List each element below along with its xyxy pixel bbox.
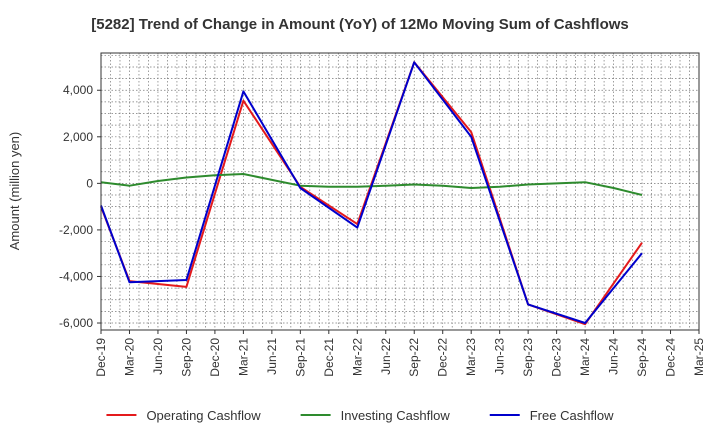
chart-title: [5282] Trend of Change in Amount (YoY) o…	[91, 16, 629, 33]
x-tick-label: Sep-22	[407, 338, 421, 377]
x-tick-label: Mar-24	[578, 338, 592, 376]
y-tick-label: -4,000	[59, 269, 93, 283]
axis-ticks: -6,000 -4,000 -2,000 0 2,000 4,000 Dec-19 Mar-2…	[59, 83, 706, 376]
x-tick-label: Dec-21	[322, 338, 336, 377]
x-tick-label: Sep-24	[635, 338, 649, 377]
y-axis-label: Amount (million yen)	[7, 132, 22, 251]
x-tick-label: Mar-25	[692, 338, 706, 376]
x-tick-label: Mar-20	[122, 338, 136, 376]
x-tick-label: Dec-19	[94, 338, 108, 377]
x-tick-label: Jun-20	[151, 338, 165, 375]
x-tick-label: Jun-22	[379, 338, 393, 375]
x-tick-label: Sep-23	[521, 338, 535, 377]
legend: Operating Cashflow Investing Cashflow Free…	[106, 408, 614, 423]
legend-label-investing-cashflow: Investing Cashflow	[341, 408, 451, 423]
y-tick-label: 4,000	[63, 83, 93, 97]
legend-label-operating-cashflow: Operating Cashflow	[146, 408, 261, 423]
free-cashflow-line	[100, 61, 643, 324]
x-tick-label: Dec-22	[436, 338, 450, 377]
y-tick-label: -6,000	[59, 316, 93, 330]
series-lines	[100, 61, 643, 326]
x-tick-label: Dec-23	[550, 338, 564, 377]
legend-label-free-cashflow: Free Cashflow	[530, 408, 614, 423]
x-tick-label: Mar-23	[464, 338, 478, 376]
plot-frame	[100, 52, 700, 331]
x-tick-label: Mar-21	[236, 338, 250, 376]
x-tick-label: Dec-24	[664, 338, 678, 377]
x-tick-label: Sep-21	[293, 338, 307, 377]
y-tick-label: 0	[86, 176, 93, 190]
x-tick-label: Dec-20	[208, 338, 222, 377]
y-tick-label: 2,000	[63, 130, 93, 144]
x-tick-label: Jun-21	[265, 338, 279, 375]
x-tick-label: Mar-22	[350, 338, 364, 376]
y-tick-label: -2,000	[59, 223, 93, 237]
x-tick-label: Jun-23	[493, 338, 507, 375]
x-tick-label: Sep-20	[179, 338, 193, 377]
x-tick-label: Jun-24	[607, 338, 621, 375]
plot-background	[101, 53, 699, 330]
